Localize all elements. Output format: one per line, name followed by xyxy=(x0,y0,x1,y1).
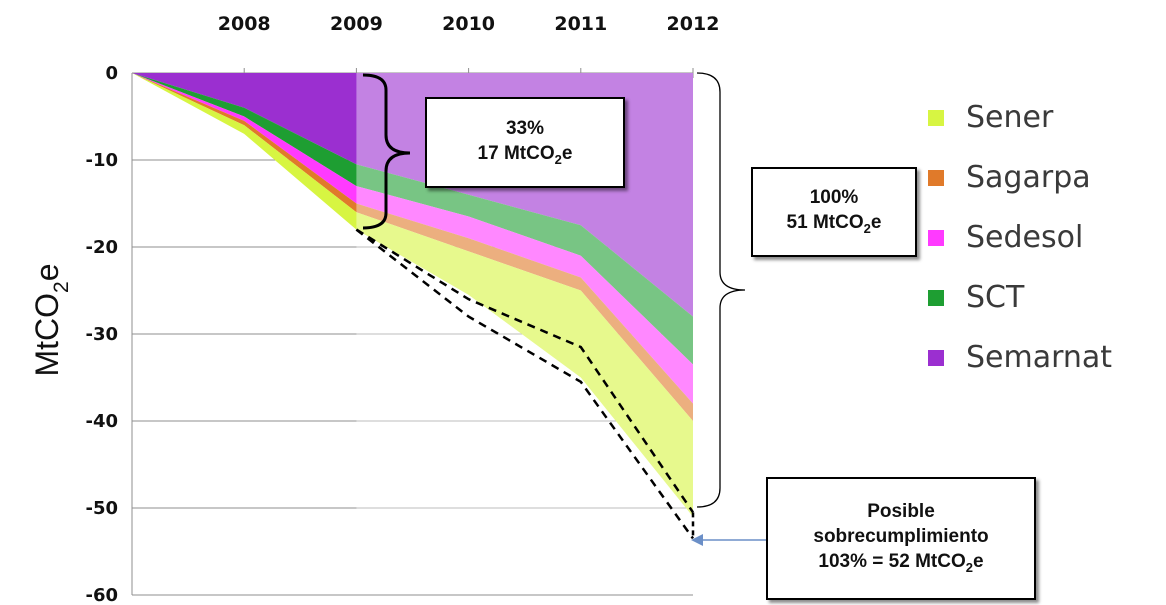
annotation-100pct-line1: 100% xyxy=(809,187,859,209)
y-tick-label: -60 xyxy=(85,585,118,605)
y-tick-label: -40 xyxy=(85,411,118,432)
legend-item-semarnat: Semarnat xyxy=(928,340,1112,375)
overshoot-arrowhead xyxy=(691,534,703,546)
projection-line-lower xyxy=(355,228,695,540)
annotation-100pct: 100% 51 MtCO2e xyxy=(751,167,917,257)
legend-swatch-sct xyxy=(928,289,944,306)
annotation-33pct-line1: 33% xyxy=(505,117,545,139)
annotation-overshoot-line3: 103% = 52 MtCO2e xyxy=(818,550,984,575)
y-tick-labels: 0 -10 -20 -30 -40 -50 -60 xyxy=(85,63,118,605)
annotation-100pct-line2: 51 MtCO2e xyxy=(786,212,882,236)
y-axis-label: MtCO2e xyxy=(29,263,73,376)
annotation-33pct: 33% 17 MtCO2e xyxy=(425,97,625,188)
x-tick-label: 2009 xyxy=(330,13,383,35)
legend-swatch-semarnat xyxy=(928,349,944,366)
projection-line-upper xyxy=(355,228,695,514)
x-tick-label: 2011 xyxy=(554,13,607,35)
legend-label-sener: Sener xyxy=(966,100,1054,135)
brace-33pct xyxy=(362,73,411,230)
annotation-overshoot-line1: Posible xyxy=(867,501,935,523)
legend-label-sagarpa: Sagarpa xyxy=(966,160,1091,195)
annotation-overshoot: Posible sobrecumplimiento 103% = 52 MtCO… xyxy=(766,477,1036,600)
projection-lines xyxy=(355,228,695,540)
x-tick-label: 2010 xyxy=(442,13,495,35)
annotation-33pct-line2: 17 MtCO2e xyxy=(477,142,573,167)
legend-swatch-sener xyxy=(928,109,944,126)
y-tick-label: -50 xyxy=(85,498,118,519)
legend-item-sedesol: Sedesol xyxy=(928,220,1083,255)
x-tick-label: 2012 xyxy=(667,13,720,35)
y-tick-label: -20 xyxy=(85,237,118,258)
y-tick-label: -30 xyxy=(85,324,118,345)
legend-item-sener: Sener xyxy=(928,100,1053,135)
y-tick-label: 0 xyxy=(105,63,118,84)
brace-100pct xyxy=(696,72,746,508)
x-tick-label: 2008 xyxy=(218,13,271,35)
area-sener xyxy=(132,73,693,517)
legend-item-sct: SCT xyxy=(928,280,1024,315)
legend-label-sedesol: Sedesol xyxy=(966,220,1084,255)
annotation-overshoot-line2: sobrecumplimiento xyxy=(813,526,989,548)
legend-label-sct: SCT xyxy=(966,280,1025,315)
x-tick-labels: 2008 2009 2010 2011 2012 xyxy=(218,13,720,35)
legend-swatch-sagarpa xyxy=(928,169,944,186)
legend-label-semarnat: Semarnat xyxy=(966,340,1113,375)
legend-item-sagarpa: Sagarpa xyxy=(928,160,1091,195)
legend-swatch-sedesol xyxy=(928,229,944,246)
y-tick-label: -10 xyxy=(85,150,118,171)
